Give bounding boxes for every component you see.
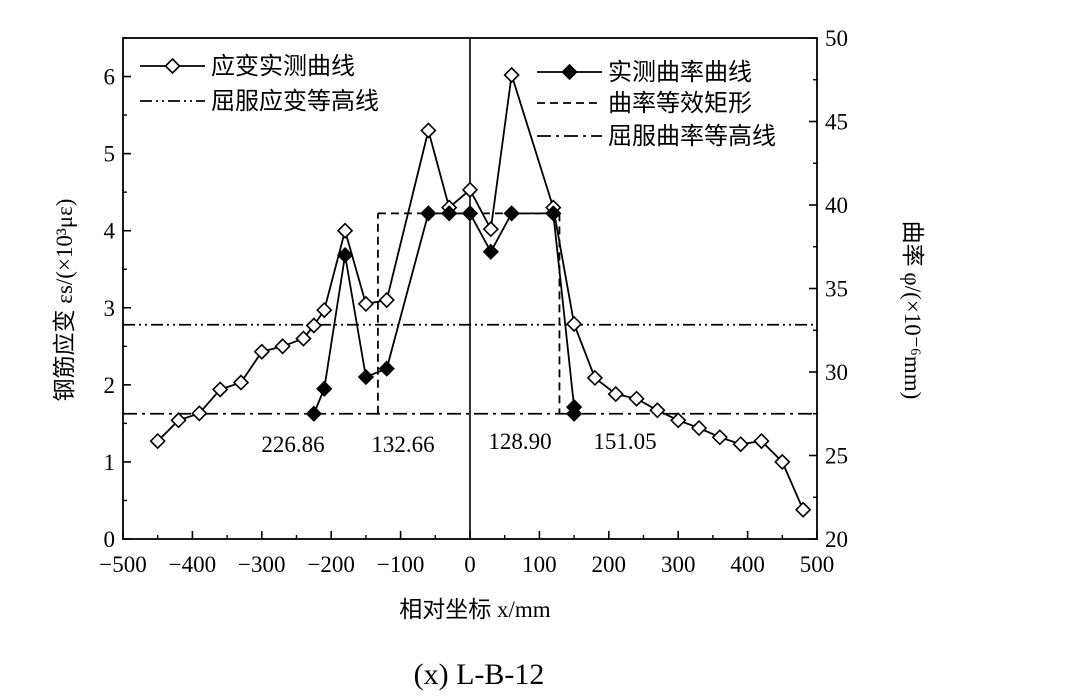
curvature-point [441, 205, 458, 222]
annotation-226-86: 226.86 [261, 432, 324, 457]
y-right-tick-label: 30 [825, 360, 848, 385]
curvature-series [305, 205, 583, 422]
strain-point [711, 429, 728, 446]
y-right-tick-label: 40 [825, 193, 848, 218]
curvature-point [545, 205, 562, 222]
strain-point [170, 412, 187, 429]
strain-point [565, 315, 583, 333]
x-tick-label: 200 [592, 552, 627, 577]
y-right-tick-label: 25 [825, 444, 848, 469]
curvature-point [503, 205, 520, 222]
strain-point [690, 419, 708, 437]
legend-label: 应变实测曲线 [211, 53, 355, 80]
x-tick-label: 400 [730, 552, 765, 577]
strain-point [253, 343, 270, 360]
x-tick-label: 500 [800, 552, 835, 577]
legend-label: 屈服应变等高线 [211, 88, 379, 115]
y-right-tick-label: 45 [825, 110, 848, 135]
series-layer [149, 66, 812, 518]
strain-point [607, 385, 624, 403]
y-left-tick-label: 4 [104, 219, 116, 244]
y-right-axis-label: 曲率 φ/(×10⁻⁶mm) [900, 221, 925, 400]
strain-point [649, 402, 666, 419]
legend-label: 实测曲率曲线 [608, 59, 752, 86]
strain-point [753, 432, 770, 450]
strain-point [295, 330, 312, 347]
curvature-point [482, 243, 499, 260]
x-tick-label: −100 [377, 552, 424, 577]
annotation-132-66: 132.66 [371, 432, 434, 457]
axis-ticks: −500 −400 −300 −200 −100 0 100 200 300 400 500 0 1 2 3… [99, 26, 848, 577]
strain-point [232, 374, 250, 391]
x-tick-label: 0 [464, 552, 476, 577]
strain-point [212, 381, 229, 398]
x-axis-label: 相对坐标 x/mm [399, 597, 551, 622]
y-left-tick-label: 2 [104, 373, 116, 398]
y-right-tick-label: 35 [825, 277, 848, 302]
annotation-128-90: 128.90 [488, 429, 551, 454]
strain-point [628, 390, 645, 407]
strain-series [149, 66, 812, 518]
strain-point [378, 291, 395, 309]
strain-point [774, 453, 791, 471]
y-left-tick-label: 3 [104, 296, 116, 321]
y-left-tick-label: 5 [104, 142, 116, 167]
curvature-point [305, 405, 322, 422]
strain-point [191, 405, 208, 422]
strain-point [461, 181, 479, 198]
legend-label: 屈服曲率等高线 [608, 123, 776, 150]
x-tick-label: −400 [169, 552, 216, 577]
x-tick-label: −500 [99, 552, 146, 577]
curvature-point [378, 360, 395, 377]
y-left-axis-label: 钢筋应变 εs/(×10³με) [52, 199, 77, 402]
strain-point [586, 369, 604, 387]
strain-point [336, 222, 354, 239]
curvature-point [461, 205, 479, 222]
strain-point [420, 122, 437, 139]
strain-point [274, 338, 291, 355]
curvature-point [336, 246, 354, 264]
strain-point [149, 432, 166, 450]
x-tick-label: −300 [238, 552, 285, 577]
curvature-series-line [313, 212, 575, 415]
curvature-point [316, 380, 333, 397]
x-tick-label: 100 [522, 552, 557, 577]
y-left-tick-label: 6 [104, 65, 116, 90]
strain-point [670, 412, 687, 429]
strain-point [316, 301, 333, 319]
y-right-tick-label: 50 [825, 26, 848, 51]
strain-point [482, 221, 499, 238]
curvature-point [420, 205, 437, 222]
curvature-point [357, 368, 375, 386]
legend-swatch-marker [561, 63, 578, 81]
strain-point [503, 66, 520, 84]
y-left-tick-label: 0 [104, 527, 116, 552]
x-tick-label: 300 [661, 552, 696, 577]
strain-point [732, 436, 749, 453]
strain-point [357, 295, 375, 313]
annotation-151-05: 151.05 [593, 429, 656, 454]
strain-point [794, 501, 812, 518]
y-right-tick-label: 20 [825, 527, 848, 552]
curvature-point [565, 405, 583, 422]
strain-point [305, 317, 322, 334]
figure-caption: (x) L-B-12 [414, 658, 545, 691]
x-tick-label: −200 [307, 552, 354, 577]
y-left-tick-label: 1 [104, 450, 116, 475]
legend-swatch-marker [164, 57, 181, 75]
legend-label: 曲率等效矩形 [608, 90, 752, 117]
